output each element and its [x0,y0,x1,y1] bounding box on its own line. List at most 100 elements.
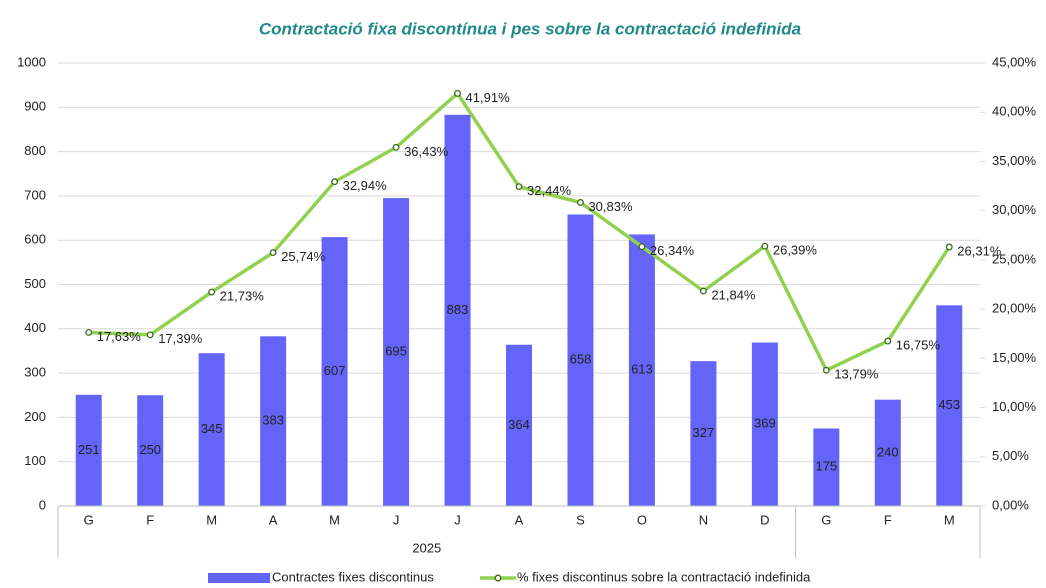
bar-value-label: 383 [262,413,284,428]
bar [198,353,225,506]
line-value-label: 26,34% [650,243,695,258]
legend-label: % fixes discontinus sobre la contractaci… [517,569,811,584]
y2-tick-label: 40,00% [992,104,1037,119]
y2-tick-label: 30,00% [992,202,1037,217]
bar-value-label: 364 [508,417,530,432]
bar [690,361,717,506]
bar [628,234,655,507]
legend-label: Contractes fixes discontinus [272,569,434,584]
y-tick-label: 400 [24,320,46,335]
x-tick-label: M [944,512,955,527]
bar [444,114,471,507]
line-value-label: 32,44% [527,183,572,198]
x-tick-label: D [760,512,769,527]
y-tick-label: 600 [24,232,46,247]
group-label: 2025 [412,540,441,555]
bar-value-label: 883 [447,302,469,317]
line-marker [945,243,953,251]
y2-tick-label: 15,00% [992,350,1037,365]
y-tick-label: 500 [24,276,46,291]
line-value-label: 25,74% [281,249,326,264]
x-tick-label: J [393,512,400,527]
line-marker [392,143,400,151]
bar [506,344,532,506]
x-tick-label: A [515,512,524,527]
bar-value-label: 251 [78,442,100,457]
line-marker [269,249,277,257]
line-value-label: 21,84% [711,287,756,302]
line-marker [146,331,154,339]
y2-tick-label: 25,00% [992,251,1037,266]
bar-value-label: 369 [754,416,776,431]
bar-value-label: 453 [938,397,960,412]
bar [137,395,164,506]
bar [874,399,901,506]
x-tick-label: F [146,512,154,527]
y-tick-label: 200 [24,409,46,424]
line-value-label: 32,94% [343,178,388,193]
y-tick-label: 100 [24,453,46,468]
bar [75,394,102,506]
bar-value-label: 607 [324,363,346,378]
line-marker [761,242,769,250]
y2-tick-label: 10,00% [992,399,1037,414]
y-tick-label: 800 [24,143,46,158]
line-marker [85,328,93,336]
line-value-label: 41,91% [466,90,511,105]
y-tick-label: 300 [24,365,46,380]
x-tick-label: M [329,512,340,527]
bar [321,237,348,506]
line-marker [699,287,707,295]
line-value-label: 30,83% [588,199,633,214]
bar [383,198,410,507]
line-marker [577,199,584,206]
line-marker [331,178,339,186]
bar [567,214,594,507]
bar-value-label: 327 [693,425,715,440]
x-tick-label: S [576,512,585,527]
line-value-label: 36,43% [404,144,449,159]
line-value-label: 17,63% [97,329,142,344]
y-tick-label: 1000 [17,54,46,69]
line-value-label: 16,75% [896,338,941,353]
line-marker [884,337,892,345]
line-marker [822,366,830,374]
bar [936,305,963,506]
y2-tick-label: 45,00% [992,54,1037,69]
x-tick-label: O [637,512,647,527]
x-tick-label: N [699,512,708,527]
line-marker [515,183,523,191]
y-tick-label: 700 [24,187,46,202]
bar-value-label: 240 [877,444,899,459]
line-marker [454,89,461,97]
legend-marker [494,574,502,582]
line-value-label: 17,39% [158,331,203,346]
bar-value-label: 613 [631,362,653,377]
bar-value-label: 175 [815,459,837,474]
line-value-label: 21,73% [220,289,265,304]
bar [260,336,287,506]
x-tick-label: M [206,512,217,527]
line-marker [638,243,646,251]
y-tick-label: 900 [24,99,46,114]
line-value-label: 13,79% [834,367,879,382]
x-tick-label: A [269,512,278,527]
x-tick-label: J [454,512,461,527]
x-tick-label: G [84,512,94,527]
bar [813,428,840,506]
y2-tick-label: 5,00% [992,448,1029,463]
line-value-label: 26,39% [773,243,818,258]
bar-value-label: 695 [385,343,407,358]
x-tick-label: F [884,512,892,527]
line-value-label: 26,31% [957,243,1002,258]
bar-value-label: 658 [570,352,592,367]
y2-tick-label: 0,00% [992,497,1029,512]
y2-tick-label: 35,00% [992,153,1037,168]
line-marker [208,288,216,296]
y-tick-label: 0 [39,497,46,512]
x-tick-label: G [821,512,831,527]
y2-tick-label: 20,00% [992,301,1037,316]
bar-value-label: 345 [201,421,223,436]
bar-value-label: 250 [139,442,161,457]
